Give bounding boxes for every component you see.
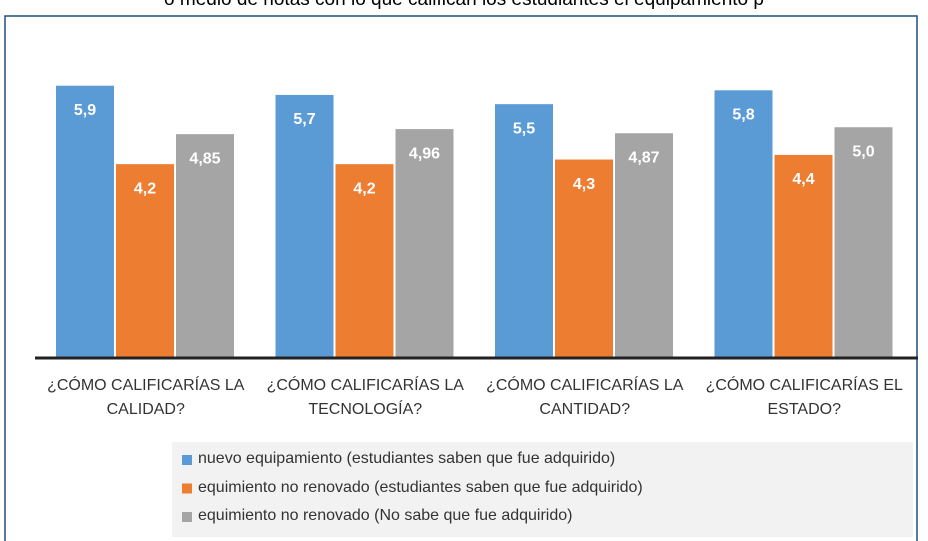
legend-label: equimiento no renovado (No sabe que fue …: [198, 507, 573, 524]
bar: [395, 129, 454, 358]
bar: [834, 127, 893, 358]
bar: [555, 159, 613, 358]
legend-swatch: [182, 512, 192, 522]
x-tick-label: ¿CÓMO CALIFICARÍAS LA CANTIDAD?: [486, 377, 684, 418]
legend-swatch: [182, 455, 192, 465]
value-label: 5,0: [852, 143, 874, 160]
value-label: 4,3: [573, 176, 595, 193]
value-label: 5,9: [74, 102, 96, 119]
frame: [4, 15, 918, 541]
legend-swatch: [182, 483, 192, 494]
legend-label: equimiento no renovado (estudiantes sabe…: [198, 478, 643, 496]
legend-label: nuevo equipamiento (estudiantes saben qu…: [198, 450, 616, 467]
value-label: 5,7: [293, 111, 315, 128]
value-label: 4,2: [134, 180, 156, 197]
value-label: 4,87: [628, 149, 659, 166]
bar: [335, 164, 394, 358]
value-label: 4,85: [189, 150, 220, 167]
bar: [615, 133, 673, 358]
x-tick-label: ¿CÓMO CALIFICARÍAS EL ESTADO?: [705, 377, 903, 418]
bar: [176, 134, 234, 358]
x-tick-label: ¿CÓMO CALIFICARÍAS LA TECNOLOGÍA?: [266, 377, 464, 418]
bar: [275, 94, 334, 358]
x-tick-label: ¿CÓMO CALIFICARÍAS LA CALIDAD?: [47, 377, 245, 418]
value-label: 4,96: [409, 145, 440, 162]
value-label: 5,5: [513, 120, 535, 137]
bar: [116, 164, 174, 358]
bar: [714, 90, 773, 359]
bar: [56, 85, 114, 358]
chart-title: o medio de notas con lo que califican lo…: [0, 0, 928, 11]
value-label: 4,2: [353, 180, 375, 197]
value-label: 4,4: [792, 171, 814, 188]
value-label: 5,8: [732, 107, 754, 124]
bar: [774, 154, 833, 358]
bar: [495, 104, 553, 359]
legend-box: [172, 442, 913, 537]
